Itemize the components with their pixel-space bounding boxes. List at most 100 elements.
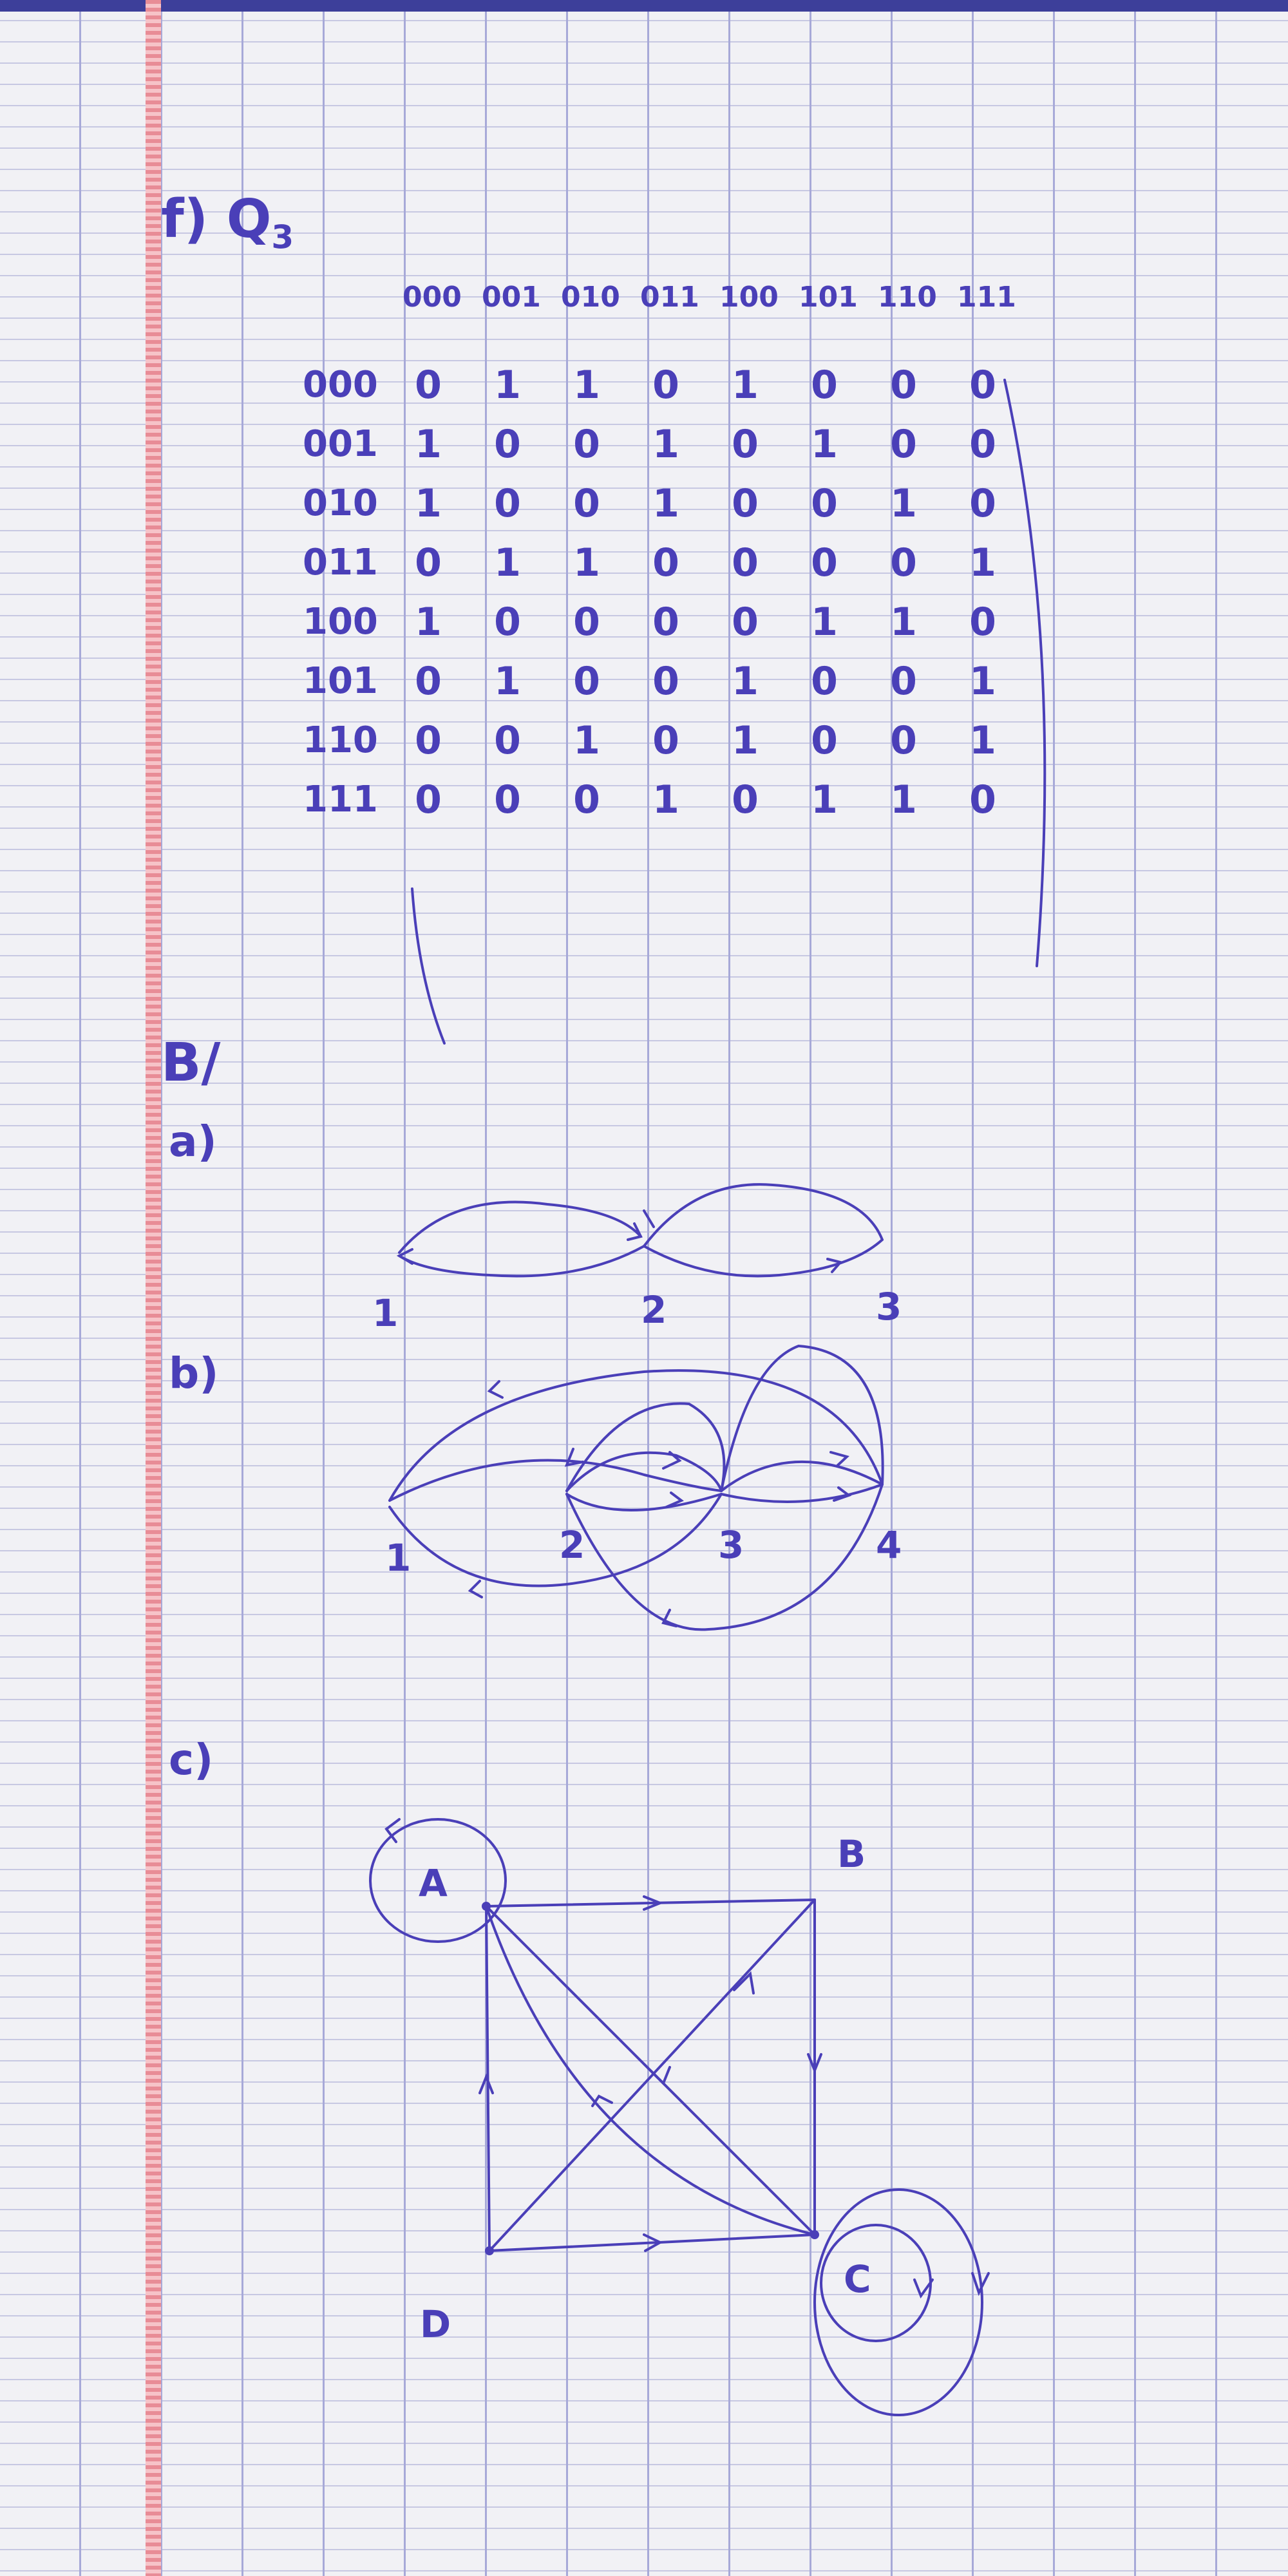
graph-c-vertex-a [482, 1902, 491, 1911]
graph-a-node-3-label: 3 [876, 1285, 902, 1329]
top-edge-strip [0, 0, 1288, 12]
graph-b-node-4-label: 4 [876, 1523, 902, 1567]
matrix-cell: 0 [732, 422, 759, 467]
graph-b-edge-3-4-lower [720, 1483, 884, 1503]
section-f-heading: f) Q3 [161, 193, 294, 256]
matrix-cell: 1 [494, 363, 521, 408]
matrix-cell: 0 [811, 363, 838, 408]
graph-b-arrow-4 [829, 1451, 849, 1467]
matrix-column-header: 011 [640, 281, 699, 314]
matrix-row-header: 100 [303, 601, 378, 643]
graph-c-vertex-c [810, 2230, 819, 2239]
matrix-cell: 0 [969, 777, 996, 822]
graph-b-arrow-3 [665, 1492, 684, 1508]
part-c-label: c) [169, 1735, 214, 1785]
matrix-cell: 0 [969, 422, 996, 467]
graph-c-loop-c-outer-arrow [971, 2272, 990, 2297]
graph-b-edge-3-4-loop [720, 1344, 884, 1492]
matrix-cell: 0 [573, 659, 600, 704]
matrix-cell: 0 [415, 659, 442, 704]
matrix-cell: 1 [811, 777, 838, 822]
matrix-cell: 0 [969, 600, 996, 645]
graph-a-edge-1-2-upper [398, 1200, 642, 1254]
matrix-cell: 1 [969, 718, 996, 763]
graph-c-edge-d-c [488, 2233, 816, 2252]
matrix-cell: 1 [652, 777, 679, 822]
graph-b-arrow-8 [564, 1448, 584, 1467]
graph-b-arrow-7 [661, 1609, 677, 1627]
matrix-cell: 1 [652, 422, 679, 467]
matrix-row-header: 011 [303, 542, 378, 583]
graph-b-edge-1-bottom [388, 1493, 723, 1587]
graph-b-edge-2-3-loop [565, 1402, 726, 1492]
graph-b-arrow-6 [468, 1580, 483, 1598]
matrix-cell: 0 [652, 600, 679, 645]
graph-a [396, 1183, 884, 1278]
matrix-cell: 0 [811, 718, 838, 763]
graph-b-edge-3-4-upper [720, 1460, 884, 1492]
graph-b-node-2-label: 2 [559, 1523, 585, 1567]
matrix-cell: 0 [652, 540, 679, 585]
graph-c-node-b-label: B [837, 1832, 866, 1876]
matrix-cell: 0 [415, 718, 442, 763]
matrix-cell: 1 [732, 718, 759, 763]
matrix-cell: 0 [573, 777, 600, 822]
graph-a-arrow-4 [826, 1258, 843, 1273]
matrix-row-header: 101 [303, 660, 378, 702]
graph-b-node-3-label: 3 [718, 1523, 744, 1567]
part-b-label: b) [169, 1349, 219, 1398]
graph-c-edge-d-c-arrow [643, 2233, 663, 2252]
graph-b-arrow-1 [487, 1380, 504, 1399]
matrix-cell: 1 [415, 422, 442, 467]
graph-c-node-a-label: A [419, 1861, 448, 1905]
matrix-cell: 0 [890, 363, 917, 408]
matrix-column-header: 101 [799, 281, 858, 314]
graph-a-node-2-label: 2 [641, 1288, 667, 1332]
graph-c-edge-a-b-arrow [643, 1895, 664, 1911]
matrix-cell: 1 [969, 659, 996, 704]
matrix-column-header: 111 [957, 281, 1016, 314]
matrix-cell: 0 [811, 481, 838, 526]
matrix-cell: 0 [890, 659, 917, 704]
graph-c-edge-d-a-arrow [478, 2073, 494, 2094]
graph-c-edge-c-a-curve-arrow [591, 2094, 613, 2107]
matrix-right-brace [1003, 379, 1046, 967]
matrix-cell: 1 [573, 363, 600, 408]
matrix-cell: 1 [732, 363, 759, 408]
graph-c-edge-c-a-curve [485, 1905, 816, 2236]
graph-c [369, 1818, 990, 2416]
section-b-heading: B/ [161, 1032, 221, 1094]
matrix-row-header: 111 [303, 779, 378, 820]
matrix-cell: 0 [573, 600, 600, 645]
matrix-cell: 1 [732, 659, 759, 704]
matrix-cell: 0 [573, 422, 600, 467]
matrix-cell: 0 [573, 481, 600, 526]
graph-a-edge-2-3-upper [643, 1183, 884, 1247]
matrix-column-header: 110 [878, 281, 937, 314]
matrix-cell: 0 [732, 481, 759, 526]
graph-c-loop-c-inner [820, 2224, 932, 2342]
graph-c-node-d-label: D [420, 2302, 451, 2346]
section-f-heading-text: f) Q [161, 189, 272, 250]
matrix-cell: 0 [494, 422, 521, 467]
matrix-cell: 1 [494, 659, 521, 704]
graph-c-loop-c-outer [813, 2188, 983, 2416]
matrix-cell: 0 [415, 777, 442, 822]
matrix-cell: 1 [811, 422, 838, 467]
graph-c-edge-a-c-diagonal-arrow [649, 2066, 671, 2086]
graph-c-loop-a [369, 1818, 507, 1943]
matrix-cell: 0 [811, 659, 838, 704]
matrix-column-header: 000 [402, 281, 462, 314]
graph-b-arrow-2 [662, 1451, 682, 1470]
matrix-cell: 1 [494, 540, 521, 585]
matrix-cell: 0 [890, 540, 917, 585]
graph-a-arrow-3 [643, 1209, 655, 1228]
section-f-subscript: 3 [271, 218, 294, 256]
red-margin-line [146, 0, 161, 2576]
graph-b-node-1-label: 1 [385, 1536, 412, 1580]
matrix-cell: 0 [494, 600, 521, 645]
matrix-cell: 0 [652, 363, 679, 408]
matrix-cell: 1 [415, 481, 442, 526]
